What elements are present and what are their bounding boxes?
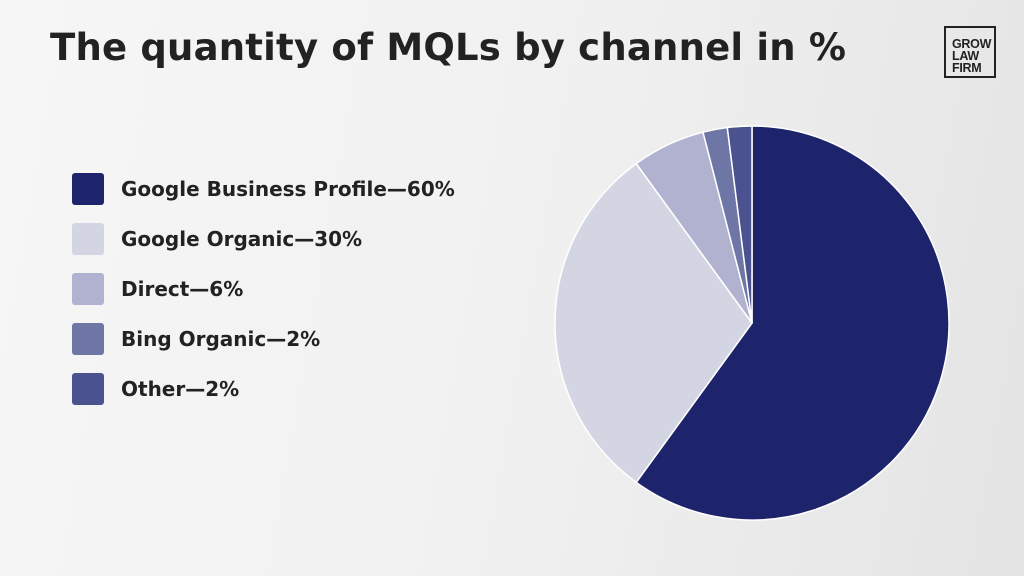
legend-item: Other—2% [72, 364, 455, 414]
legend-label: Other—2% [121, 377, 240, 401]
legend: Google Business Profile—60% Google Organi… [72, 164, 455, 414]
legend-item: Google Business Profile—60% [72, 164, 455, 214]
legend-label: Google Organic—30% [121, 227, 363, 251]
pie-slice-other [726, 125, 753, 324]
grow-law-firm-logo: GROW LAW FIRM [944, 26, 996, 78]
legend-item: Google Organic—30% [72, 214, 455, 264]
pie-slice-google-business-profile [635, 125, 950, 521]
legend-swatch [72, 323, 104, 355]
legend-label: Direct—6% [121, 277, 244, 301]
pie-slice-google-organic [554, 162, 753, 484]
logo-line: LAW [952, 49, 979, 63]
logo-line: GROW [952, 37, 992, 51]
chart-title: The quantity of MQLs by channel in % [50, 26, 847, 69]
legend-swatch [72, 173, 104, 205]
legend-swatch [72, 373, 104, 405]
legend-label: Google Business Profile—60% [121, 177, 455, 201]
legend-swatch [72, 273, 104, 305]
legend-item: Direct—6% [72, 264, 455, 314]
legend-swatch [72, 223, 104, 255]
legend-item: Bing Organic—2% [72, 314, 455, 364]
legend-label: Bing Organic—2% [121, 327, 321, 351]
logo-line: FIRM [952, 61, 982, 75]
